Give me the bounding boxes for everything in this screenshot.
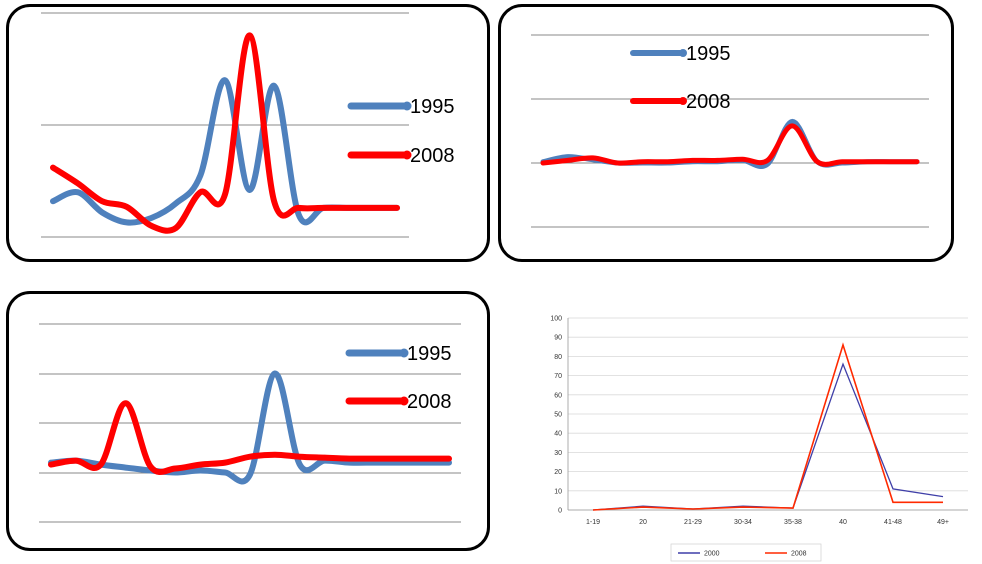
legend-label-1995: 1995: [410, 96, 455, 118]
legend-marker-2008: [679, 97, 687, 105]
y-tick-label: 50: [554, 412, 562, 419]
chart-4-svg: 0 10 20 30 40 50 60 70 80 90 100 1-19 20 21-29 30-34 35…: [550, 316, 968, 562]
chart-3-svg: 1995 2008: [39, 323, 461, 523]
legend-label-2008: 2008: [686, 91, 731, 113]
legend-label-2000: 2000: [704, 551, 720, 558]
legend-marker-1995: [679, 49, 687, 57]
x-tick-label: 35-38: [784, 519, 802, 526]
series-line-2000: [592, 362, 944, 511]
y-tick-label: 60: [554, 392, 562, 399]
legend-label-1995: 1995: [407, 343, 452, 365]
legend-marker-1995: [399, 348, 409, 358]
gridlines: [41, 12, 409, 238]
y-tick-label: 10: [554, 488, 562, 495]
x-tick-label: 30-34: [734, 519, 752, 526]
legend-marker-2008: [399, 396, 409, 406]
chart-panel-4: 0 10 20 30 40 50 60 70 80 90 100 1-19 20 21-29 30-34 35…: [520, 303, 982, 564]
x-tick-label: 41-48: [884, 519, 902, 526]
chart-panel-1: 1995 2008: [6, 4, 490, 262]
x-tick-label: 21-29: [684, 519, 702, 526]
x-tick-label: 40: [839, 519, 847, 526]
series-line-1995: [48, 370, 452, 485]
x-tick-label: 1-19: [586, 519, 600, 526]
legend-label-2008: 2008: [410, 145, 455, 167]
legend-label-2008: 2008: [407, 391, 452, 413]
legend-box: [670, 543, 822, 562]
legend-marker-2008: [402, 150, 412, 160]
chart-panel-3: 1995 2008: [6, 291, 490, 551]
series-line-2008: [592, 342, 943, 511]
y-tick-label: 30: [554, 450, 562, 457]
series-line-2008: [48, 400, 452, 476]
series-line-2008: [540, 123, 920, 167]
y-tick-label: 40: [554, 431, 562, 438]
x-tick-label: 20: [639, 519, 647, 526]
y-tick-label: 90: [554, 335, 562, 342]
y-tick-label: 20: [554, 469, 562, 476]
gridlines: [568, 317, 968, 511]
y-tick-label: 0: [558, 508, 562, 515]
x-tick-label: 49+: [937, 519, 949, 526]
series-line-2008: [50, 32, 400, 234]
y-tick-label: 100: [550, 316, 562, 323]
chart-1-svg: 1995 2008: [41, 12, 455, 238]
y-tick-label: 70: [554, 373, 562, 380]
legend-label-2008: 2008: [791, 551, 807, 558]
chart-panel-2: 1995 2008: [498, 4, 954, 262]
legend-label-1995: 1995: [686, 43, 731, 65]
y-tick-label: 80: [554, 354, 562, 361]
legend-marker-1995: [402, 101, 412, 111]
chart-2-svg: 1995 2008: [531, 34, 929, 228]
